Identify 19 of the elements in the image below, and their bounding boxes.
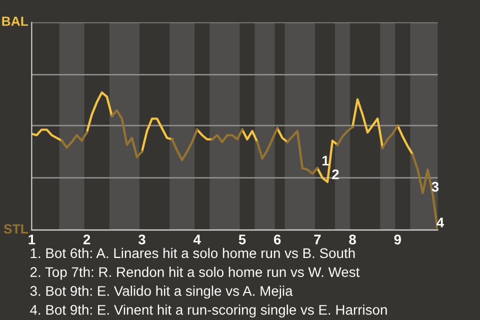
x-tick-label: 8	[349, 234, 356, 244]
x-tick-label: 4	[193, 234, 201, 244]
annotation: 1	[322, 156, 329, 166]
annotation: 3	[432, 182, 439, 192]
text: 1. Bot 6th: A. Linares hit a solo home run vs B. South	[30, 248, 355, 258]
annotation: 4	[436, 218, 444, 228]
ref-line-label: BAL	[2, 16, 28, 26]
text: 3. Bot 9th: E. Valido hit a single vs A. Mejia	[30, 286, 293, 299]
x-tick-label: 1	[28, 234, 36, 244]
x-tick-label: 7	[314, 234, 321, 244]
text: 4. Bot 9th: E. Vinent hit a run-scoring single vs E. Harrison	[30, 304, 387, 318]
annotation: 2	[332, 169, 339, 180]
text: 2. Top 7th: R. Rendon hit a solo home run vs W. West	[30, 266, 360, 280]
x-tick-label: 5	[238, 234, 246, 244]
x-tick-label: 2	[83, 234, 90, 244]
x-tick-label: 9	[394, 234, 401, 244]
ref-line-label: STL	[4, 224, 28, 234]
x-tick-label: 6	[274, 234, 281, 244]
x-tick-label: 3	[138, 234, 146, 244]
